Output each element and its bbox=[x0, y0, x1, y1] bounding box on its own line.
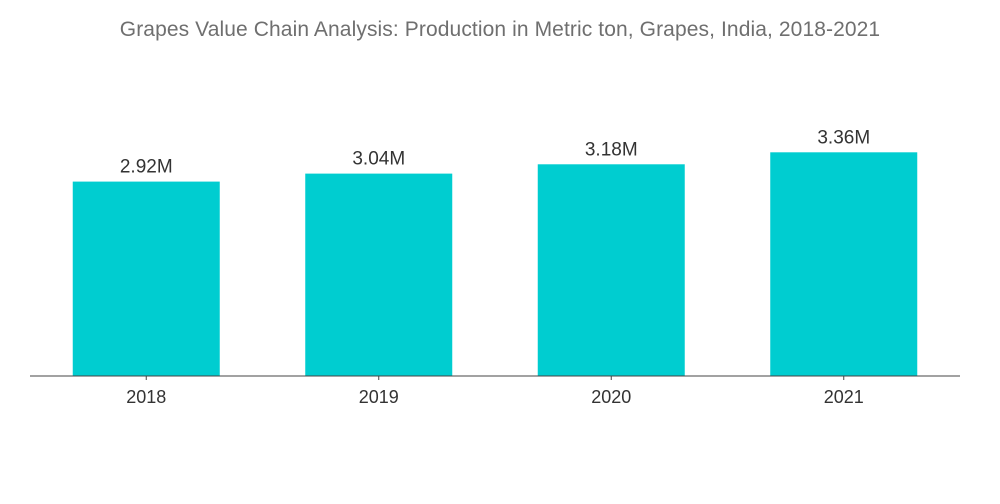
bar-2020 bbox=[537, 164, 685, 376]
bar-2021 bbox=[770, 152, 918, 376]
x-tick-label-2021: 2021 bbox=[824, 387, 864, 407]
bar-2019 bbox=[305, 173, 453, 376]
data-label-2018: 2.92M bbox=[120, 157, 173, 178]
bars-group bbox=[72, 152, 918, 376]
data-label-2020: 3.18M bbox=[585, 139, 638, 160]
data-labels-group: 2.92M 3.04M 3.18M 3.36M bbox=[120, 127, 870, 177]
chart-title: Grapes Value Chain Analysis: Production … bbox=[119, 18, 881, 41]
x-tick-labels-group: 2018 2019 2020 2021 bbox=[126, 387, 864, 407]
x-tick-label-2018: 2018 bbox=[126, 387, 166, 407]
bar-2018 bbox=[72, 181, 220, 376]
x-ticks-group bbox=[145, 376, 845, 380]
data-label-2021: 3.36M bbox=[817, 127, 870, 148]
x-tick-label-2020: 2020 bbox=[591, 387, 631, 407]
data-label-2019: 3.04M bbox=[352, 149, 405, 170]
x-tick-label-2019: 2019 bbox=[359, 387, 399, 407]
